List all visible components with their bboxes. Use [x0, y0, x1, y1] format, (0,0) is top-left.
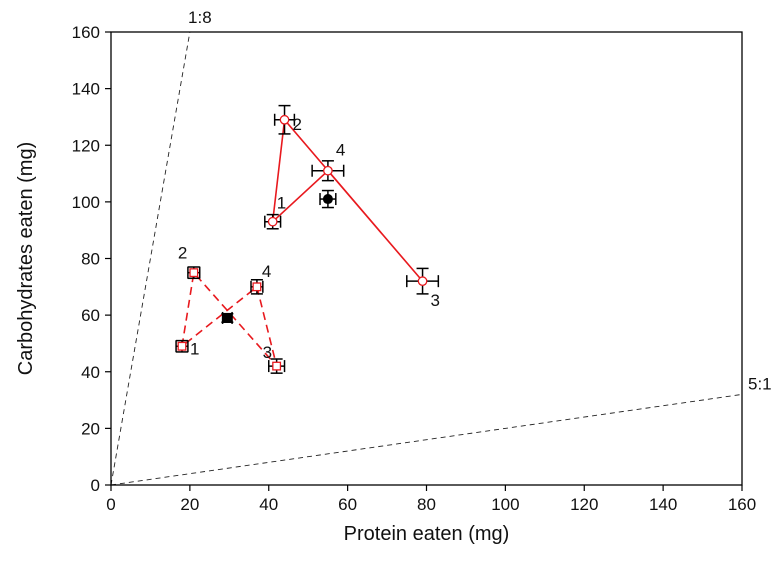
y-tick-label: 100	[72, 193, 100, 212]
y-axis-label: Carbohydrates eaten (mg)	[15, 142, 37, 375]
ratio-line-label: 1:8	[188, 8, 212, 27]
x-tick-label: 40	[259, 495, 278, 514]
point-label: 3	[263, 343, 272, 362]
x-tick-label: 0	[106, 495, 115, 514]
y-tick-label: 60	[81, 306, 100, 325]
point-label: 4	[262, 262, 271, 281]
ratio-line-label: 5:1	[748, 374, 772, 393]
plot-frame	[110, 31, 743, 486]
mean-point	[322, 194, 333, 205]
ratio-line	[110, 31, 191, 486]
point-label: 3	[431, 291, 440, 310]
y-tick-label: 40	[81, 363, 100, 382]
axis-ticks: 0 20 40 60 80 100 120 140 160 0 20 40 60 80 100 120 140 1…	[72, 23, 757, 514]
data-point	[323, 165, 333, 176]
point-label: 1	[190, 339, 199, 358]
point-label: 2	[178, 244, 187, 263]
x-tick-label: 160	[728, 495, 756, 514]
data-point	[417, 276, 428, 286]
y-tick-label: 160	[72, 23, 100, 42]
data-point	[177, 341, 187, 351]
ratio-lines: 1:8 5:1	[110, 8, 772, 486]
x-tick-label: 120	[570, 495, 598, 514]
y-tick-label: 80	[81, 250, 100, 269]
data-point	[267, 216, 278, 227]
x-tick-label: 60	[338, 495, 357, 514]
ratio-line	[110, 393, 743, 486]
data-point	[252, 282, 262, 292]
x-tick-label: 80	[417, 495, 436, 514]
y-tick-label: 140	[72, 80, 100, 99]
point-label: 1	[277, 194, 286, 213]
series-outline	[271, 117, 424, 282]
x-tick-label: 140	[649, 495, 677, 514]
point-label: 2	[293, 115, 302, 134]
data-point	[272, 361, 282, 371]
data-point	[189, 268, 199, 278]
y-tick-label: 120	[72, 136, 100, 155]
data-series: 1 2 3 4 1 2 3 4	[175, 104, 440, 374]
x-tick-label: 100	[491, 495, 519, 514]
y-tick-label: 0	[91, 476, 100, 495]
x-tick-label: 20	[180, 495, 199, 514]
x-axis-label: Protein eaten (mg)	[344, 523, 510, 545]
point-label: 4	[336, 141, 345, 160]
data-point	[279, 114, 290, 125]
mean-point	[222, 312, 233, 323]
y-tick-label: 20	[81, 419, 100, 438]
